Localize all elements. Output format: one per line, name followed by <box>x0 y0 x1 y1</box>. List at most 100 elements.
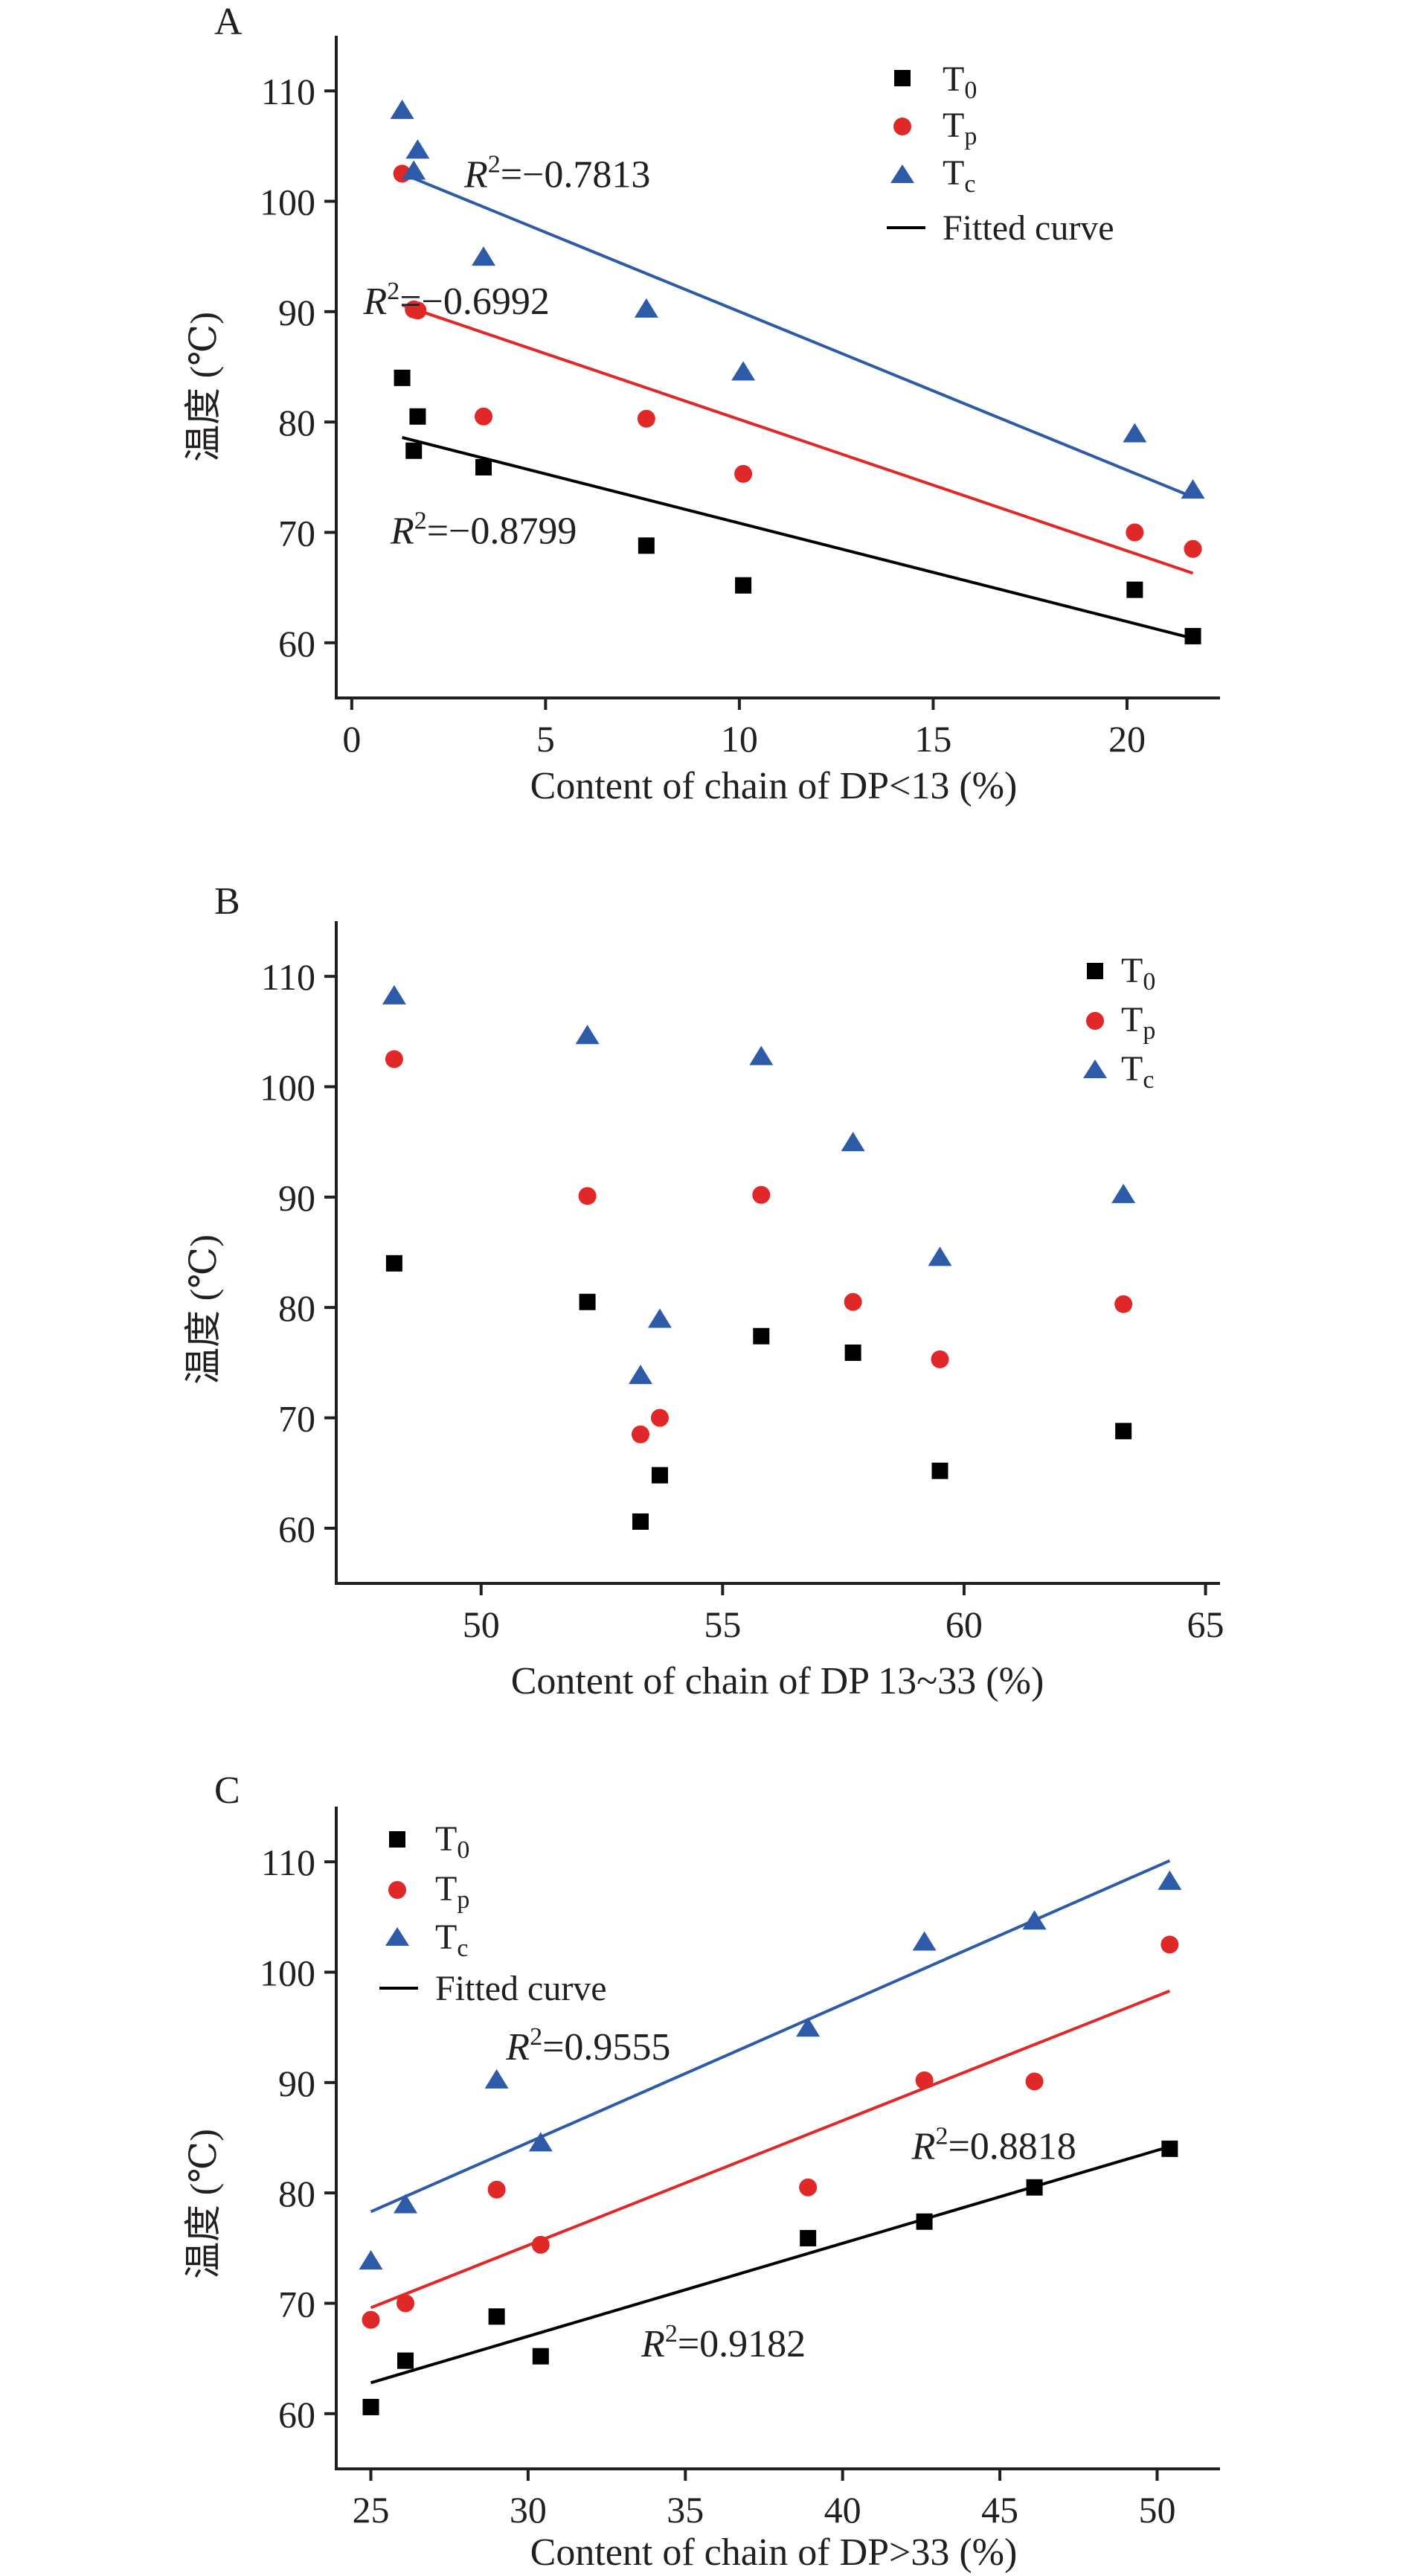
point-tp <box>931 1350 949 1368</box>
point-tp <box>1161 1935 1179 1954</box>
point-tc <box>1123 423 1147 443</box>
y-tick-label: 90 <box>278 292 315 333</box>
point-tc <box>390 99 414 119</box>
panel-b-ylabel: 温度 (℃) <box>182 1234 224 1385</box>
point-t0 <box>1115 1423 1132 1440</box>
x-tick-label: 35 <box>667 2489 704 2531</box>
x-tick-label: 50 <box>463 1603 500 1645</box>
legend-t0-label: T0 <box>1121 951 1155 996</box>
point-t0 <box>385 1255 402 1272</box>
point-t0 <box>397 2352 414 2369</box>
point-tc <box>749 1045 774 1066</box>
legend-tp-marker <box>1086 1012 1104 1030</box>
legend-t0-marker <box>389 1831 405 1848</box>
x-tick-label: 0 <box>342 718 361 760</box>
panel-b: B 温度 (℃) Content of chain of DP 13~33 (%… <box>182 880 1224 1702</box>
y-tick-label: 80 <box>278 2173 315 2214</box>
point-tp <box>1114 1295 1133 1313</box>
point-t0 <box>735 577 752 594</box>
legend-tc-label: Tc <box>943 153 975 198</box>
panel-a-letter: A <box>214 1 243 43</box>
point-tp <box>1126 523 1144 542</box>
fit-line-t0 <box>402 435 1194 640</box>
r2-annotation: R2=−0.6992 <box>362 278 549 323</box>
panel-c-letter: C <box>214 1769 240 1812</box>
point-tp <box>637 409 655 428</box>
legend-tp-marker <box>893 118 911 135</box>
legend-tp-label: Tp <box>943 106 977 150</box>
legend-t0-label: T0 <box>435 1819 469 1864</box>
r2-annotation: R2=0.9182 <box>641 2320 806 2365</box>
legend-t0-label: T0 <box>943 60 977 104</box>
panel-b-xlabel: Content of chain of DP 13~33 (%) <box>511 1660 1044 1702</box>
legend-tp-label: Tp <box>435 1869 469 1914</box>
x-tick-label: 10 <box>721 718 758 760</box>
r2-annotation: R2=0.9555 <box>505 2023 670 2069</box>
point-t0 <box>579 1293 596 1310</box>
y-tick-label: 80 <box>278 1287 315 1329</box>
y-tick-label: 60 <box>278 623 315 664</box>
point-tp <box>734 464 753 483</box>
point-t0 <box>532 2348 549 2365</box>
point-t0 <box>844 1344 861 1361</box>
point-tc <box>912 1931 937 1951</box>
point-tc <box>647 1308 672 1328</box>
y-tick-label: 90 <box>278 1177 315 1219</box>
point-tp <box>531 2235 550 2254</box>
legend-tc-label: Tc <box>435 1917 468 1962</box>
panel-a-xlabel: Content of chain of DP<13 (%) <box>530 765 1018 807</box>
x-tick-label: 50 <box>1138 2489 1175 2531</box>
fit-line-tc <box>401 172 1194 499</box>
point-tc <box>841 1132 865 1152</box>
point-tc <box>1022 1910 1047 1930</box>
x-tick-label: 20 <box>1108 718 1146 760</box>
point-tp <box>631 1425 649 1444</box>
point-t0 <box>409 408 426 425</box>
y-tick-label: 90 <box>278 2063 315 2104</box>
legend-t0-marker <box>894 70 911 86</box>
y-tick-label: 110 <box>261 956 315 998</box>
y-tick-label: 60 <box>278 1508 315 1550</box>
legend-t0-marker <box>1087 963 1103 979</box>
point-tp <box>1184 539 1202 558</box>
point-t0 <box>916 2213 933 2230</box>
legend-fit-label: Fitted curve <box>435 1969 607 2008</box>
point-tp <box>475 407 492 426</box>
point-t0 <box>1184 627 1201 644</box>
y-tick-label: 100 <box>260 1952 315 1994</box>
r2-annotation: R2=0.8818 <box>911 2122 1076 2168</box>
point-t0 <box>638 537 655 554</box>
legend-tp-marker <box>388 1881 406 1899</box>
point-tc <box>405 139 430 159</box>
point-tp <box>799 2178 818 2197</box>
r2-annotation: R2=−0.8799 <box>390 507 577 553</box>
legend-tp-label: Tp <box>1121 1000 1155 1045</box>
point-t0 <box>1026 2179 1043 2196</box>
fit-line-tp <box>370 1989 1171 2310</box>
y-tick-label: 70 <box>278 1398 315 1440</box>
point-tc <box>1158 1870 1182 1890</box>
panel-a-legend: T0 Tp Tc Fitted curve <box>887 60 1114 248</box>
point-t0 <box>800 2229 817 2246</box>
x-tick-label: 25 <box>353 2489 390 2531</box>
point-tp <box>487 2180 506 2199</box>
point-t0 <box>753 1327 770 1345</box>
y-tick-label: 110 <box>261 71 315 112</box>
point-tp <box>844 1292 862 1311</box>
point-tc <box>382 984 406 1005</box>
point-tc <box>628 1365 652 1385</box>
fit-line-tp <box>401 304 1194 575</box>
x-tick-label: 40 <box>824 2489 861 2531</box>
x-tick-label: 45 <box>981 2489 1018 2531</box>
point-tc <box>731 361 756 381</box>
panel-c: C 温度 (℃) Content of chain of DP>33 (%) T… <box>182 1769 1220 2574</box>
point-t0 <box>1126 581 1143 598</box>
point-tp <box>397 2294 415 2313</box>
panel-c-legend: T0 Tp Tc Fitted curve <box>379 1819 607 2008</box>
x-tick-label: 15 <box>914 718 951 760</box>
y-tick-label: 100 <box>260 1067 315 1109</box>
y-tick-label: 110 <box>261 1842 315 1883</box>
point-tp <box>1025 2072 1044 2091</box>
point-tc <box>1111 1183 1136 1203</box>
x-tick-label: 65 <box>1187 1603 1224 1645</box>
